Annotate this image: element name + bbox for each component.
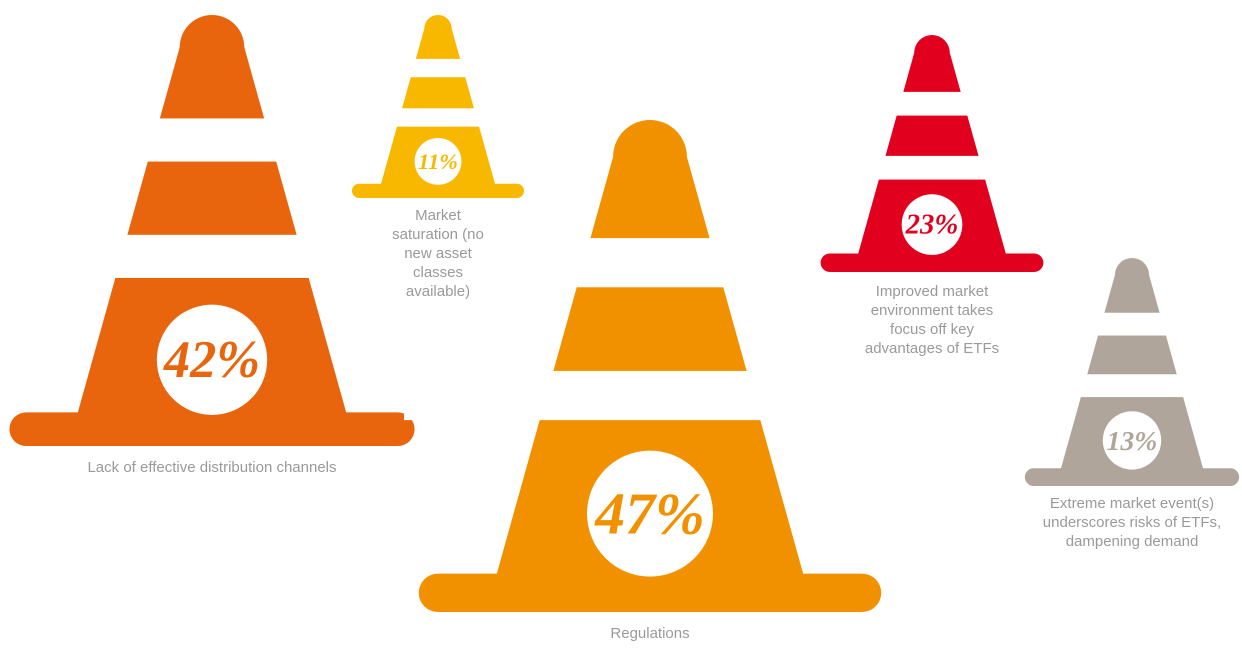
cone-stripe: [404, 371, 896, 420]
cone-stripe: [0, 235, 428, 278]
cone-base: [1025, 468, 1239, 486]
value-label: 47%: [594, 481, 705, 547]
value-label: 23%: [905, 209, 959, 241]
category-label: Extreme market event(s) underscores risk…: [1027, 494, 1237, 551]
value-label: 42%: [163, 331, 260, 389]
cone-stripe: [1018, 313, 1242, 336]
cone-stripe: [347, 108, 530, 126]
cone-base: [352, 184, 524, 198]
cone-stripe: [814, 92, 1051, 116]
cone-base: [419, 574, 881, 612]
category-label: Regulations: [550, 624, 750, 643]
cone-stripe: [347, 59, 530, 77]
category-label: Improved market environment takes focus …: [857, 282, 1007, 358]
cone-stripe: [1018, 374, 1242, 397]
infographic: 42% 11% 47% 23% 13% Lack of effective distri…: [0, 0, 1242, 648]
category-label: Lack of effective distribution channels: [62, 458, 362, 477]
value-label: 13%: [1107, 425, 1158, 456]
category-label: Market saturation (no new asset classes …: [383, 206, 493, 301]
cone-base: [821, 254, 1044, 272]
cone-base: [9, 412, 414, 446]
value-label: 11%: [418, 149, 458, 174]
cone-stripe: [814, 156, 1051, 180]
